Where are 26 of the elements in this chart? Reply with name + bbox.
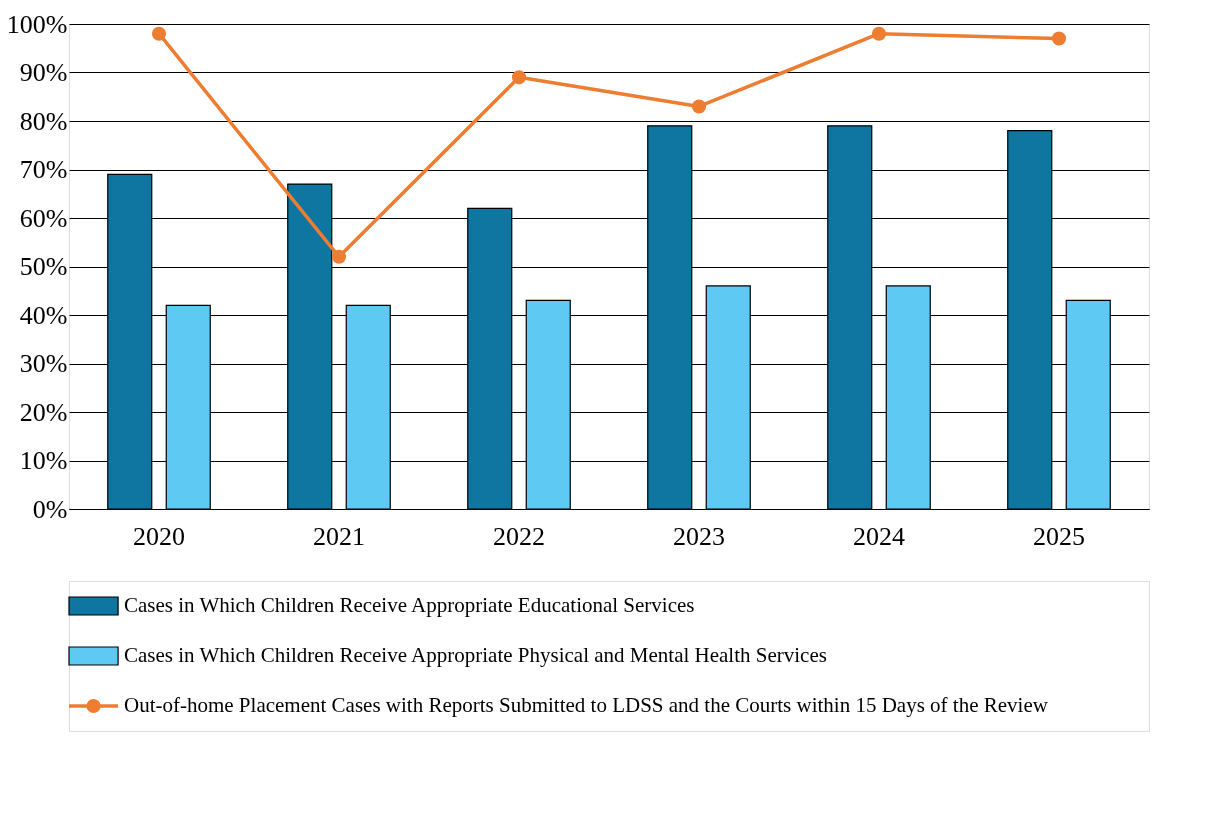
x-tick-label: 2023: [673, 521, 725, 551]
legend-label: Cases in Which Children Receive Appropriate Educational Services: [123, 593, 695, 617]
y-tick-label: 50%: [19, 252, 68, 281]
point: [151, 26, 167, 41]
point: [511, 70, 527, 85]
y-tick-label: 10%: [19, 446, 68, 475]
y-tick-label: 80%: [19, 106, 68, 136]
legend-label: Out-of-home Placement Cases with Reports Submitted to LDSS and the Courts within 15 Days of the Review: [123, 693, 1049, 717]
y-tick-label: 60%: [19, 203, 68, 233]
y-tick-label: 20%: [19, 397, 68, 427]
y-tick-label: 0%: [32, 494, 68, 524]
point: [691, 99, 707, 114]
x-tick-label: 2022: [493, 521, 545, 551]
y-tick-label: 90%: [19, 58, 68, 87]
point: [1051, 31, 1067, 46]
y-tick-label: 40%: [19, 300, 68, 330]
x-tick-label: 2021: [313, 521, 365, 551]
point: [331, 249, 347, 264]
y-tick-label: 70%: [19, 155, 68, 184]
x-tick-label: 2025: [1033, 521, 1085, 551]
x-tick-label: 2020: [133, 521, 185, 551]
y-tick-label: 100%: [6, 9, 68, 39]
y-tick-label: 30%: [19, 349, 68, 378]
point: [871, 26, 887, 41]
x-tick-label: 2024: [853, 521, 905, 551]
legend-label: Cases in Which Children Receive Appropriate Physical and Mental Health Services: [123, 643, 827, 667]
